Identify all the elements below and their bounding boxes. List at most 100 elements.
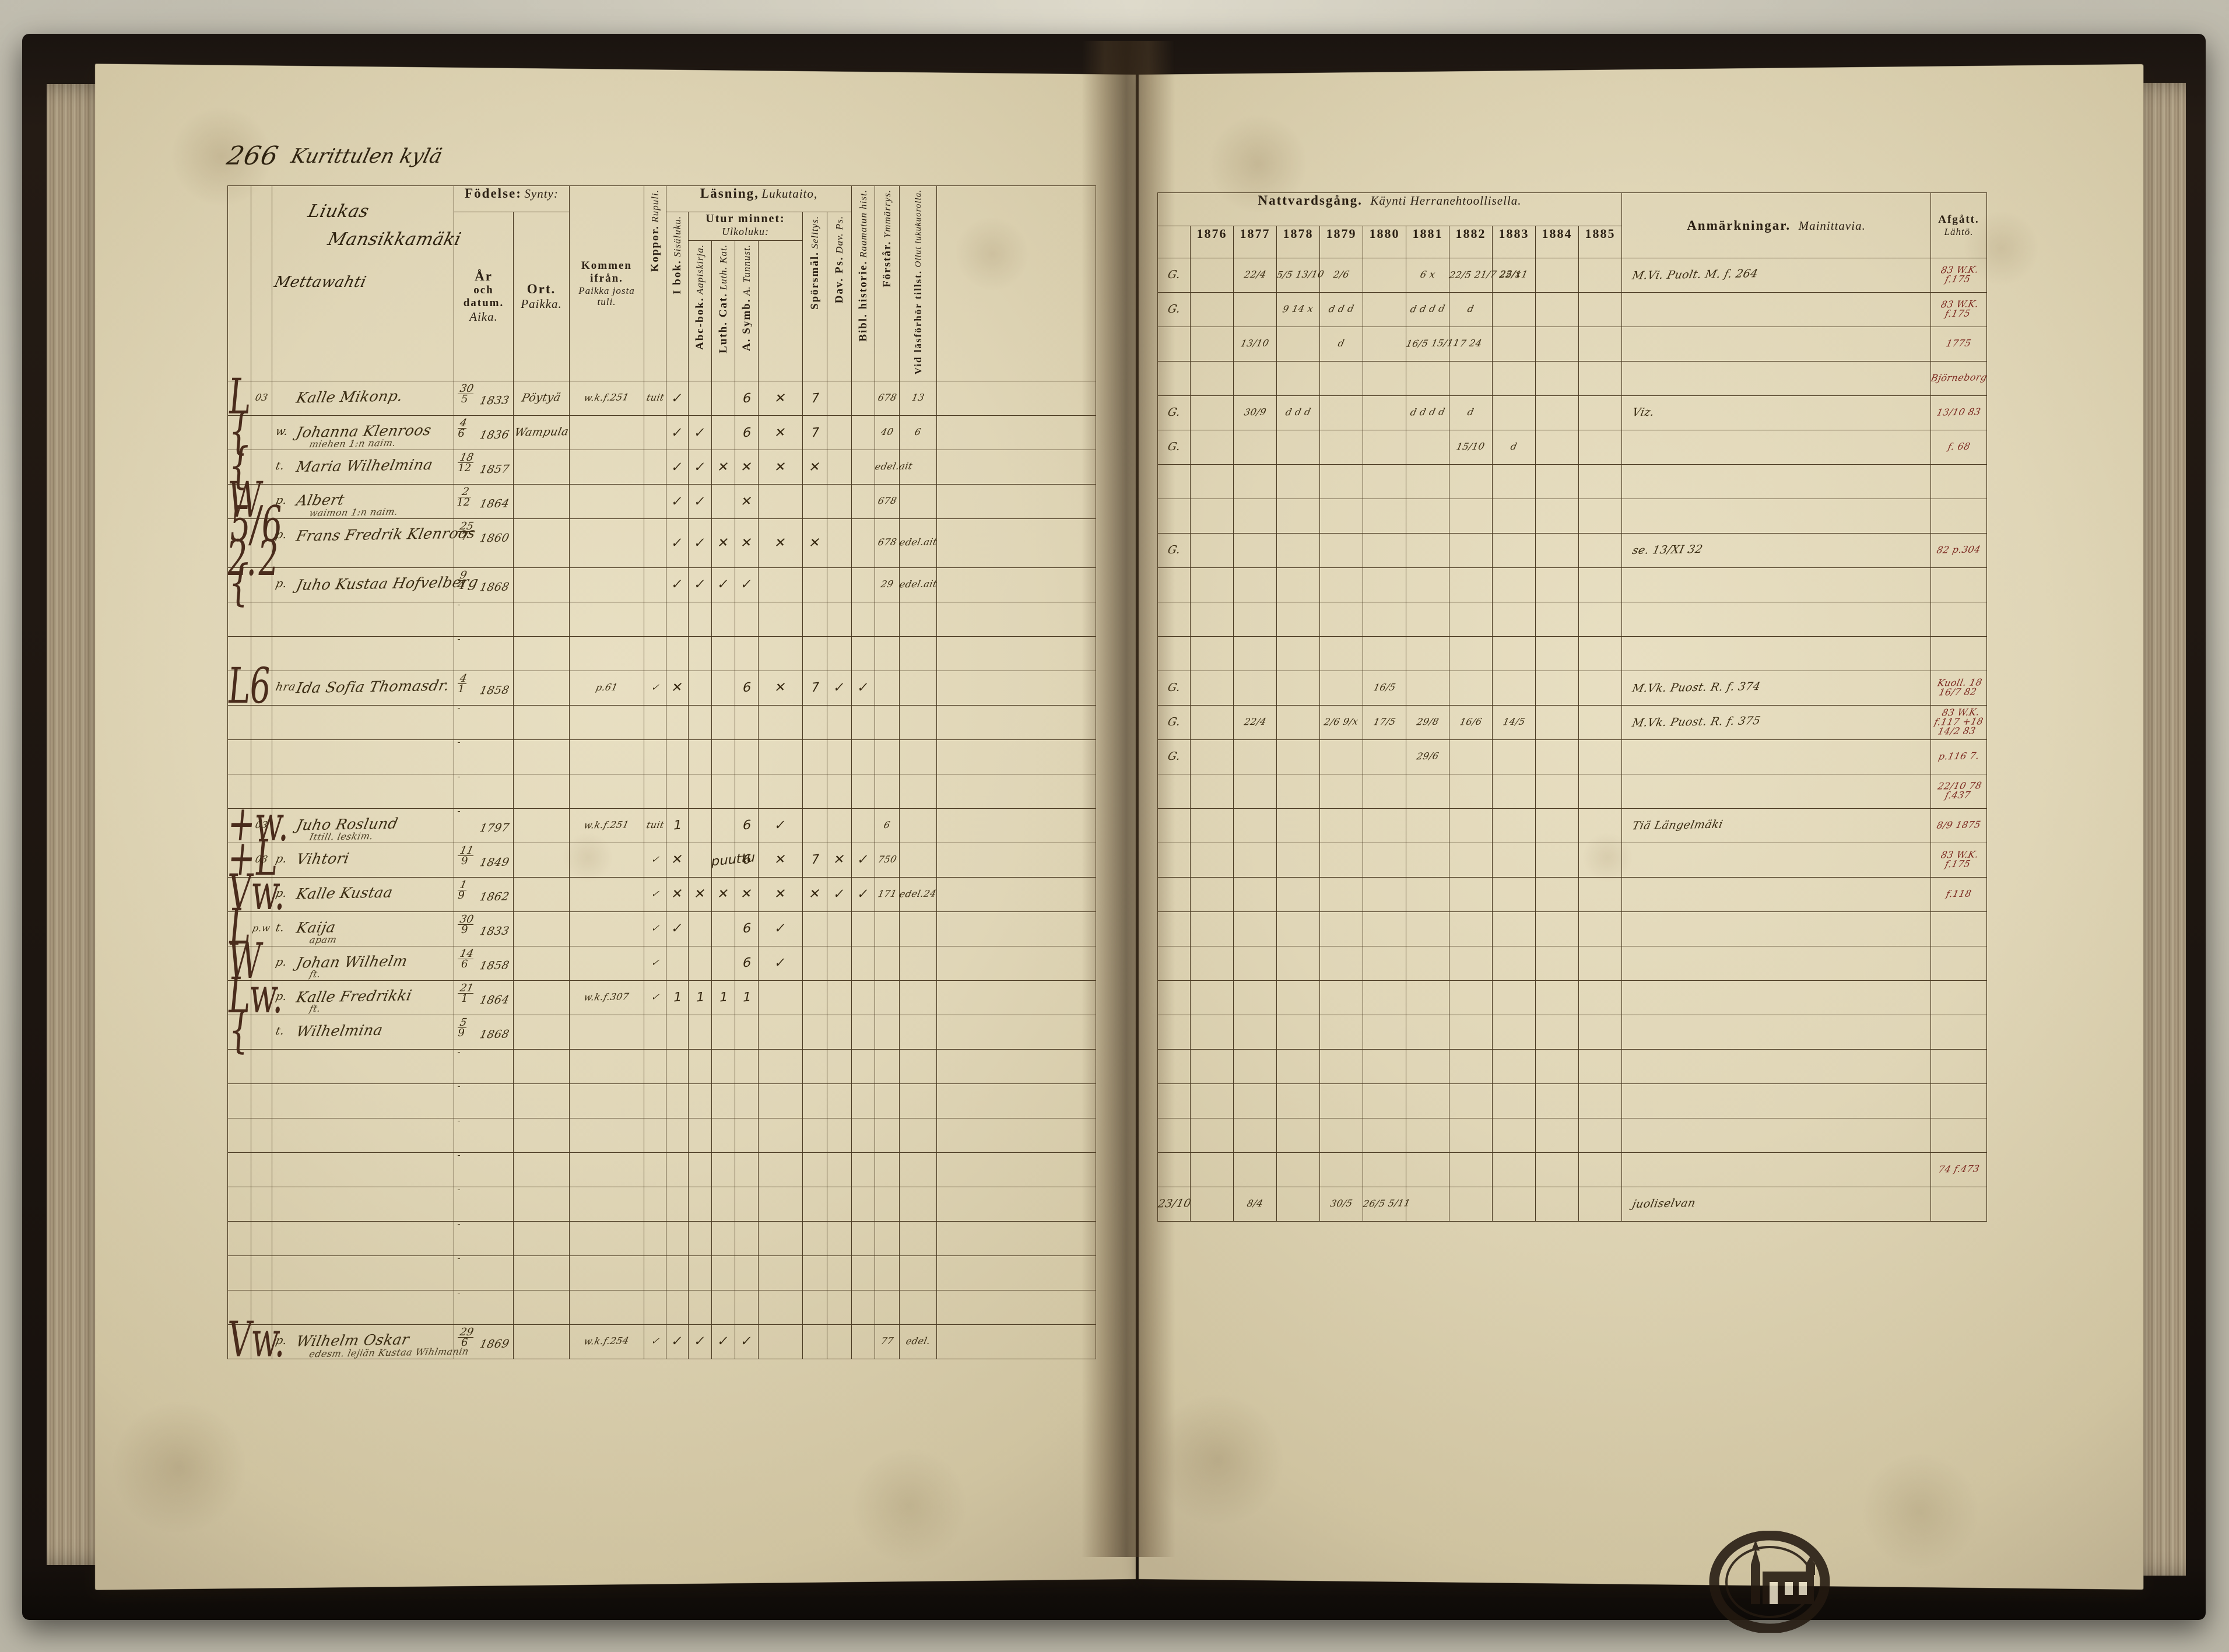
communion-year-cell[interactable]: 7 24 [1449,327,1493,362]
communion-year-cell[interactable] [1190,739,1234,774]
communion-year-cell[interactable] [1276,911,1320,946]
communion-year-cell[interactable] [1233,636,1277,671]
communion-year-cell[interactable] [1578,395,1623,430]
departed-cell[interactable]: 83 W.K. f.175 [1930,843,1988,878]
table-row[interactable]: Vw. p. Kalle Kustaa 1 9 1862 ✓ ✕ ✕ ✕ ✕ ✕ ✕ ✓ ✓ 171 edel.… [225,865,1096,921]
communion-year-cell[interactable] [1363,774,1406,809]
departed-cell[interactable]: 1775 [1930,327,1988,362]
communion-year-cell[interactable] [1535,1152,1579,1187]
communion-year-cell[interactable] [1276,774,1320,809]
communion-year-cell[interactable] [1578,843,1623,878]
communion-year-cell[interactable] [1535,464,1579,499]
remarks-cell[interactable] [1621,877,1932,912]
communion-year-cell[interactable] [1578,499,1623,534]
communion-year-cell[interactable] [1449,774,1493,809]
remarks-cell[interactable] [1621,1015,1932,1050]
remarks-cell[interactable] [1621,1152,1932,1187]
communion-year-cell[interactable] [1578,1049,1623,1084]
table-row[interactable] [1157,1015,1988,1050]
communion-year-cell[interactable] [1319,361,1363,396]
communion-year-cell[interactable] [1233,1083,1277,1118]
communion-year-cell[interactable] [1535,671,1579,706]
communion-year-cell[interactable] [1535,1049,1579,1084]
communion-year-cell[interactable] [1535,292,1579,327]
remarks-cell[interactable]: M.Vk. Puost. R. f. 374 [1621,671,1932,706]
communion-year-cell[interactable] [1276,1187,1320,1222]
communion-year-cell[interactable] [1492,843,1536,878]
communion-year-cell[interactable] [1190,430,1234,465]
person-name-cell[interactable] [272,1048,454,1084]
communion-year-cell[interactable] [1449,843,1493,878]
communion-year-cell[interactable] [1492,1152,1536,1187]
communion-year-cell[interactable] [1449,464,1493,499]
communion-year-cell[interactable] [1535,499,1579,534]
communion-year-cell[interactable] [1363,361,1406,396]
communion-year-cell[interactable] [1535,327,1579,362]
table-row[interactable] [227,1083,1096,1118]
communion-year-cell[interactable] [1449,739,1493,774]
communion-year-cell[interactable] [1319,1152,1363,1187]
communion-year-cell[interactable] [1233,499,1277,534]
communion-year-cell[interactable] [1449,1049,1493,1084]
departed-cell[interactable] [1930,1118,1988,1153]
person-name-cell[interactable]: p. Kalle Kustaa [272,876,454,912]
departed-cell[interactable] [1930,1049,1988,1084]
communion-year-cell[interactable] [1233,602,1277,637]
communion-year-cell[interactable] [1449,1152,1493,1187]
communion-year-cell[interactable]: d d d d [1406,395,1449,430]
table-row[interactable]: Björneborg [1157,361,1988,396]
communion-year-cell[interactable] [1578,739,1623,774]
communion-year-cell[interactable] [1319,636,1363,671]
communion-year-cell[interactable]: 16/6 [1449,705,1493,740]
departed-cell[interactable]: 83 W.K. f.175 [1930,258,1988,293]
departed-cell[interactable]: Kuoll. 18 16/7 82 [1930,671,1988,706]
communion-year-cell[interactable]: 8/4 [1233,1187,1277,1222]
table-row[interactable]: G. 30/9 d d d d d d d d Viz. 13/10 83 [1157,395,1988,430]
person-name-cell[interactable]: Juho Roslund Ittill. leskim. [272,808,454,843]
communion-year-cell[interactable] [1535,739,1579,774]
communion-year-cell[interactable] [1363,980,1406,1015]
communion-year-cell[interactable]: 16/5 15/11 [1405,327,1461,362]
remarks-cell[interactable] [1621,911,1932,946]
table-row[interactable] [1157,567,1988,602]
person-name-cell[interactable] [272,636,454,671]
remarks-cell[interactable] [1621,980,1932,1015]
person-name-cell[interactable] [272,1117,454,1153]
table-row[interactable]: 23/10 8/4 30/5 26/5 5/11 juoliselvan [1157,1187,1988,1222]
communion-year-cell[interactable] [1319,602,1363,637]
communion-year-cell[interactable] [1319,1083,1363,1118]
communion-year-cell[interactable] [1233,1152,1277,1187]
communion-year-cell[interactable]: 9 14 x [1276,292,1320,327]
communion-year-cell[interactable] [1535,1083,1579,1118]
communion-year-cell[interactable]: 2/6 9/x [1319,705,1363,740]
communion-year-cell[interactable] [1233,671,1277,706]
communion-year-cell[interactable] [1492,602,1536,637]
communion-year-cell[interactable] [1578,567,1623,602]
communion-year-cell[interactable] [1276,361,1320,396]
communion-year-cell[interactable] [1276,705,1320,740]
communion-year-cell[interactable] [1492,671,1536,706]
communion-year-cell[interactable]: d d d [1319,292,1363,327]
communion-year-cell[interactable] [1363,946,1406,981]
communion-year-cell[interactable] [1535,395,1579,430]
communion-year-cell[interactable] [1578,1083,1623,1118]
communion-year-cell[interactable] [1492,395,1536,430]
communion-year-cell[interactable]: 13/10 [1233,327,1277,362]
departed-cell[interactable]: f.118 [1930,877,1988,912]
remarks-cell[interactable] [1621,1049,1932,1084]
communion-year-cell[interactable] [1319,739,1363,774]
communion-year-cell[interactable] [1406,946,1449,981]
table-row[interactable]: L 03 Kalle Mikonp. 30 5 1833 Pöytyä w.k.f.251 tu… [226,369,1096,426]
departed-cell[interactable] [1930,911,1988,946]
communion-year-cell[interactable] [1319,533,1363,568]
departed-cell[interactable]: 8/9 1875 [1930,808,1988,843]
communion-year-cell[interactable] [1190,1152,1234,1187]
communion-year-cell[interactable] [1492,1049,1536,1084]
communion-year-cell[interactable] [1190,464,1234,499]
communion-year-cell[interactable] [1276,1049,1320,1084]
communion-year-cell[interactable] [1276,1083,1320,1118]
table-row[interactable]: {t. Maria Wilhelmina 18 12 1857 ✓ ✓ ✕ ✕ ✕ ✕ edel.ai… [226,438,1096,494]
table-row[interactable] [1157,980,1988,1015]
person-name-cell[interactable] [272,739,454,774]
